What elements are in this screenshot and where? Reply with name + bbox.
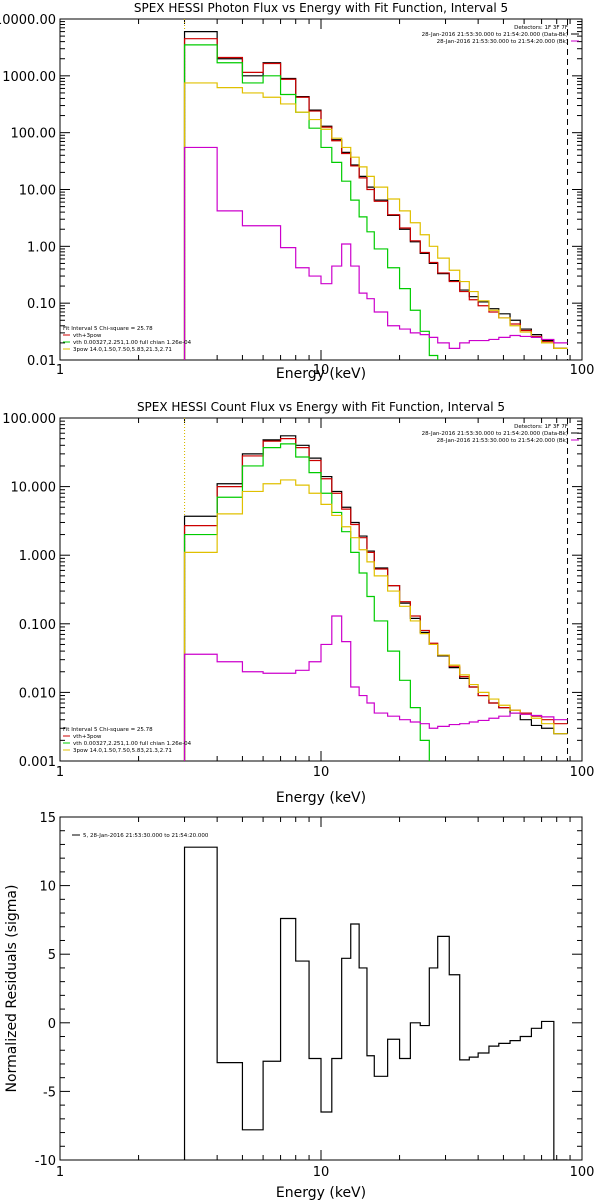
series-line-3 (183, 44, 439, 360)
series-line-1 (183, 846, 568, 1160)
y-tick-label: 0.010 (19, 686, 56, 701)
y-tick-label: 10000.00 (0, 13, 56, 28)
y-tick-label: 100.000 (2, 412, 56, 427)
y-tick-label: 15 (39, 811, 56, 826)
chart-title: SPEX HESSI Photon Flux vs Energy with Fi… (134, 1, 508, 15)
legend-top-text: Detectors: 1F 3F 7F (514, 424, 568, 430)
legend-text: vth+3pow (73, 333, 102, 339)
y-axis-label: Normalized Residuals (sigma) (4, 885, 20, 1093)
y-tick-label: 1.00 (27, 240, 56, 255)
x-axis-label: Energy (keV) (276, 790, 366, 806)
legend-top-text: 28-Jan-2016 21:53:30.000 to 21:54:20.000… (437, 438, 568, 444)
y-tick-label: 10.00 (19, 184, 56, 199)
chart-panel-2: SPEX HESSI Count Flux vs Energy with Fit… (2, 400, 594, 806)
x-tick-label: 10 (313, 765, 330, 780)
chart-panel-1: SPEX HESSI Photon Flux vs Energy with Fi… (0, 1, 594, 382)
series-group (183, 846, 568, 1160)
series-group (183, 31, 568, 360)
chart-panel-3: 1 10 100 15 10 5 0 -5 -10 Energy (keV) Normalized … (4, 811, 595, 1201)
y-tick-label: 0.01 (27, 354, 56, 369)
chart-title: SPEX HESSI Count Flux vs Energy with Fit… (137, 400, 505, 414)
legend-text: vth+3pow (73, 734, 102, 740)
y-tick-label: 100.00 (11, 127, 57, 142)
series-line-3 (183, 443, 430, 761)
legend-top-text: 28-Jan-2016 21:53:30.000 to 21:54:20.000… (422, 32, 568, 38)
x-axis-label: Energy (keV) (276, 1185, 366, 1200)
plot-frame (59, 18, 583, 361)
legend-text: Fit Interval 5 Chi-square = 25.78 (63, 326, 153, 332)
y-tick-label: 0 (48, 1017, 56, 1032)
x-tick-label: 1 (56, 765, 64, 780)
x-tick-label: 10 (313, 363, 330, 378)
y-tick-label: 0.10 (27, 297, 56, 312)
y-tick-label: -10 (35, 1154, 56, 1169)
y-tick-label: 0.001 (19, 755, 56, 770)
x-tick-label: 100 (570, 765, 595, 780)
series-group (183, 435, 568, 761)
legend-text: 3pow 14.0,1.50,7.50,5.83,21.3,2.71 (73, 748, 172, 754)
y-tick-label: 10 (39, 880, 56, 895)
x-tick-label: 100 (570, 1165, 595, 1180)
series-line-4 (183, 479, 568, 761)
y-tick-label: 1000.00 (2, 70, 56, 85)
y-tick-label: 5 (48, 948, 56, 963)
y-tick-label: 1.000 (19, 549, 56, 564)
legend-text: vth 0.00327,2.251,1.00 full chian 1.26e-… (73, 741, 192, 747)
x-tick-label: 100 (570, 363, 595, 378)
legend-top-text: Detectors: 1F 3F 7F (514, 25, 568, 31)
x-tick-label: 10 (313, 1165, 330, 1180)
x-tick-label: 1 (56, 363, 64, 378)
series-line-5 (183, 615, 568, 761)
series-line-5 (183, 146, 568, 360)
y-tick-label: -5 (43, 1085, 56, 1100)
series-line-4 (183, 82, 568, 360)
legend-top-text: 28-Jan-2016 21:53:30.000 to 21:54:20.000… (422, 431, 568, 437)
legend-text: 3pow 14.0,1.50,7.50,5.83,21.3,2.71 (73, 347, 172, 353)
x-tick-label: 1 (56, 1165, 64, 1180)
y-tick-label: 0.100 (19, 618, 56, 633)
legend-text: 5, 28-Jan-2016 21:53:30.000 to 21:54:20.… (83, 833, 209, 839)
x-axis-label: Energy (keV) (276, 366, 366, 382)
y-tick-label: 10.000 (11, 481, 57, 496)
legend-text: Fit Interval 5 Chi-square = 25.78 (63, 727, 153, 733)
legend-top-text: 28-Jan-2016 21:53:30.000 to 21:54:20.000… (437, 39, 568, 45)
legend-text: vth 0.00327,2.251,1.00 full chian 1.26e-… (73, 340, 192, 346)
